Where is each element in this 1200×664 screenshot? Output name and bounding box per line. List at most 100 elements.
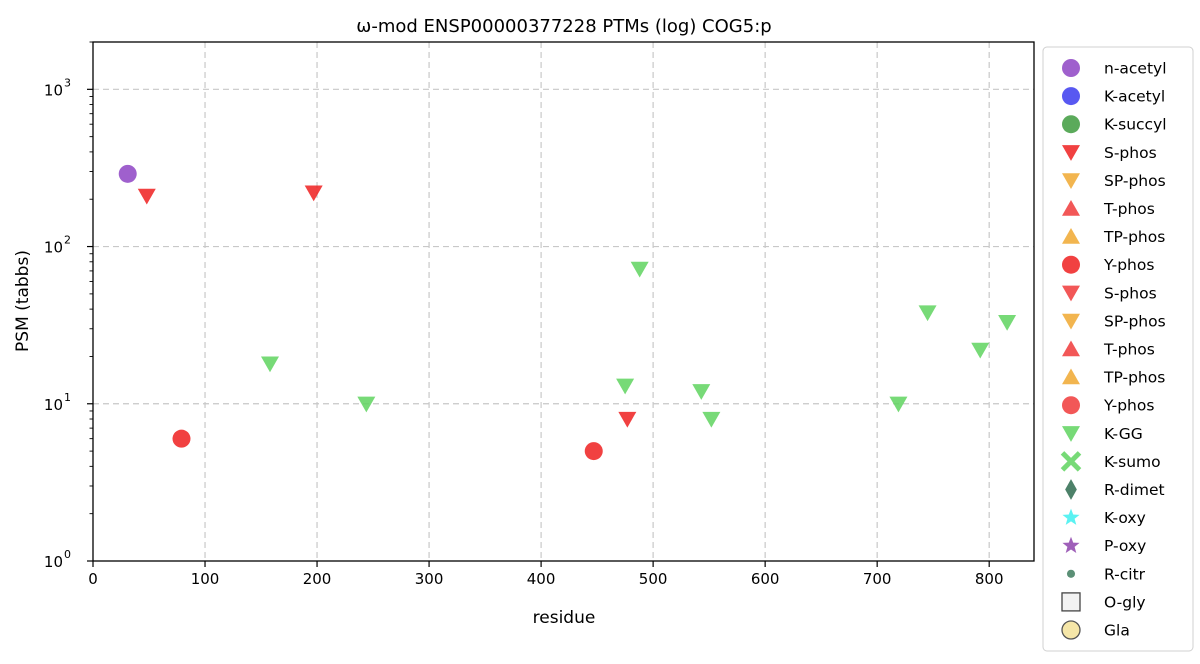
marker-s-phos	[618, 411, 637, 428]
marker-k-gg	[357, 396, 376, 413]
marker-s-phos	[137, 188, 156, 205]
legend-label: Y-phos	[1103, 397, 1154, 415]
legend-box	[1042, 46, 1194, 652]
legend-item: S-phos	[1062, 284, 1157, 302]
x-tick-label: 200	[303, 570, 332, 588]
marker-k-gg	[702, 411, 721, 428]
y-tick-label: 10	[44, 553, 63, 571]
legend-label: K-acetyl	[1104, 88, 1165, 106]
marker-k-gg	[971, 342, 990, 359]
legend-marker	[1062, 368, 1080, 385]
legend-item: K-GG	[1062, 425, 1143, 443]
legend-item: K-succyl	[1062, 115, 1167, 134]
legend-label: Y-phos	[1103, 256, 1154, 274]
legend-item: Y-phos	[1062, 396, 1154, 415]
legend-marker	[1062, 255, 1080, 274]
legend-label: K-GG	[1104, 425, 1143, 443]
legend-label: O-gly	[1104, 593, 1146, 611]
marker-y-phos	[172, 429, 191, 448]
y-tick-label: 10	[44, 81, 63, 99]
legend-item: TP-phos	[1062, 228, 1165, 246]
legend-marker	[1061, 592, 1081, 612]
legend-item: S-phos	[1062, 144, 1157, 162]
x-tick-label: 800	[975, 570, 1004, 588]
x-axis-label: residue	[533, 608, 596, 628]
legend-item: SP-phos	[1062, 312, 1166, 330]
legend-label: T-phos	[1103, 200, 1155, 218]
legend-item: T-phos	[1062, 340, 1155, 359]
legend-marker	[1062, 173, 1080, 189]
legend-item: TP-phos	[1062, 368, 1165, 387]
legend-label: S-phos	[1104, 144, 1157, 162]
legend-label: n-acetyl	[1104, 60, 1167, 78]
marker-k-gg	[616, 378, 635, 395]
legend-label: SP-phos	[1104, 312, 1166, 330]
y-axis-label: PSM (tabbs)	[13, 250, 33, 352]
legend-marker	[1062, 87, 1080, 106]
legend-item: SP-phos	[1062, 172, 1166, 190]
legend-label: K-succyl	[1104, 116, 1167, 134]
legend-marker	[1062, 115, 1080, 134]
legend-marker	[1062, 59, 1080, 77]
x-tick-label: 300	[415, 570, 444, 588]
legend-item: T-phos	[1062, 199, 1155, 218]
legend-label: R-citr	[1104, 565, 1146, 583]
legend-item: O-gly	[1061, 592, 1146, 612]
legend-item: K-acetyl	[1062, 87, 1165, 106]
legend-marker	[1065, 479, 1077, 500]
legend-marker	[1062, 340, 1080, 357]
legend: n-acetyl K-acetyl K-succyl S-phos SP-phos T-p…	[1042, 46, 1194, 652]
legend-item: Y-phos	[1062, 255, 1154, 274]
legend-label: T-phos	[1103, 341, 1155, 359]
legend-marker	[1062, 426, 1080, 442]
legend-item: R-citr	[1066, 565, 1146, 583]
legend-marker	[1062, 199, 1080, 216]
legend-item: P-oxy	[1062, 536, 1146, 555]
y-tick-exponent: 0	[64, 548, 71, 561]
marker-s-phos	[304, 185, 323, 202]
x-tick-label: 500	[639, 570, 668, 588]
legend-label: R-dimet	[1104, 481, 1165, 499]
marker-n-acetyl	[118, 164, 137, 183]
marker-k-gg	[260, 356, 279, 373]
legend-marker	[1066, 569, 1076, 578]
x-tick-label: 0	[88, 570, 98, 588]
marker-k-gg	[692, 384, 711, 400]
legend-marker	[1062, 536, 1080, 553]
y-tick-label: 10	[44, 396, 63, 414]
legend-label: K-sumo	[1104, 453, 1161, 471]
marker-k-gg	[889, 396, 908, 413]
legend-label: SP-phos	[1104, 172, 1166, 190]
legend-label: S-phos	[1104, 284, 1157, 302]
x-tick-label: 600	[751, 570, 780, 588]
legend-label: TP-phos	[1103, 369, 1165, 387]
x-tick-label: 700	[863, 570, 892, 588]
y-tick-exponent: 1	[64, 391, 71, 404]
legend-item: R-dimet	[1065, 479, 1165, 500]
legend-marker	[1062, 396, 1080, 415]
legend-marker	[1062, 285, 1080, 302]
marker-k-gg	[998, 315, 1017, 331]
y-tick-exponent: 3	[64, 76, 71, 89]
chart-title: ω-mod ENSP00000377228 PTMs (log) COG5:p	[356, 16, 771, 37]
marker-k-gg	[918, 305, 937, 322]
marker-k-gg	[630, 261, 649, 278]
legend-marker	[1062, 145, 1080, 161]
y-tick-label: 10	[44, 239, 63, 257]
y-tick-exponent: 2	[64, 234, 71, 247]
grid-lines	[93, 42, 1034, 561]
legend-marker	[1062, 313, 1080, 330]
legend-item: Gla	[1061, 620, 1130, 640]
x-tick-label: 400	[527, 570, 556, 588]
legend-label: P-oxy	[1104, 537, 1146, 555]
legend-item: K-sumo	[1060, 451, 1161, 472]
legend-label: Gla	[1104, 622, 1130, 640]
legend-marker	[1062, 228, 1080, 244]
legend-item: K-oxy	[1062, 508, 1146, 527]
legend-label: K-oxy	[1104, 509, 1146, 527]
x-tick-label: 100	[191, 570, 220, 588]
data-markers	[118, 164, 1017, 461]
legend-marker	[1062, 508, 1080, 525]
